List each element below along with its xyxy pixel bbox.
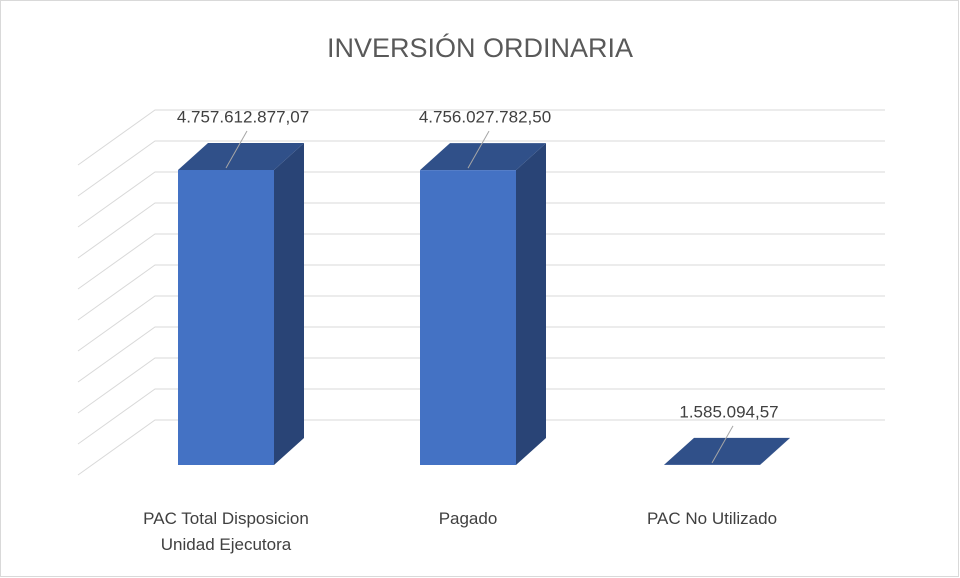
- grid-line: [77, 171, 885, 228]
- value-label: 1.585.094,57: [679, 402, 778, 421]
- bar-side: [516, 143, 546, 465]
- bar: [664, 437, 790, 465]
- bar: [178, 143, 304, 465]
- grid-line: [77, 357, 885, 414]
- leader-line: [467, 130, 490, 169]
- grid-line: [77, 202, 885, 259]
- bar-front: [178, 170, 274, 465]
- bar: [420, 143, 546, 465]
- x-tick-label: PAC Total Disposicion Unidad Ejecutora: [143, 509, 309, 554]
- bar-side: [760, 437, 790, 465]
- x-tick-label: Pagado: [438, 509, 498, 528]
- bar-side: [274, 143, 304, 465]
- grid-line: [77, 419, 885, 476]
- bar-front: [420, 170, 516, 465]
- leader-line: [711, 425, 734, 464]
- grid-line: [77, 326, 885, 383]
- grid-line: [77, 388, 885, 445]
- value-label: 4.757.612.877,07: [177, 108, 309, 127]
- grid-line: [77, 295, 885, 352]
- leader-line: [225, 130, 248, 169]
- grid-line: [77, 233, 885, 290]
- grid-line: [77, 264, 885, 321]
- x-tick-label: PAC No Utilizado: [646, 509, 778, 528]
- grid-line: [77, 109, 885, 166]
- chart-title: INVERSIÓN ORDINARIA: [327, 32, 633, 63]
- bar-top: [664, 437, 790, 465]
- bar-top: [420, 143, 546, 171]
- value-label: 4.756.027.782,50: [419, 108, 551, 127]
- grid-line: [77, 140, 885, 197]
- bar-top: [178, 143, 304, 171]
